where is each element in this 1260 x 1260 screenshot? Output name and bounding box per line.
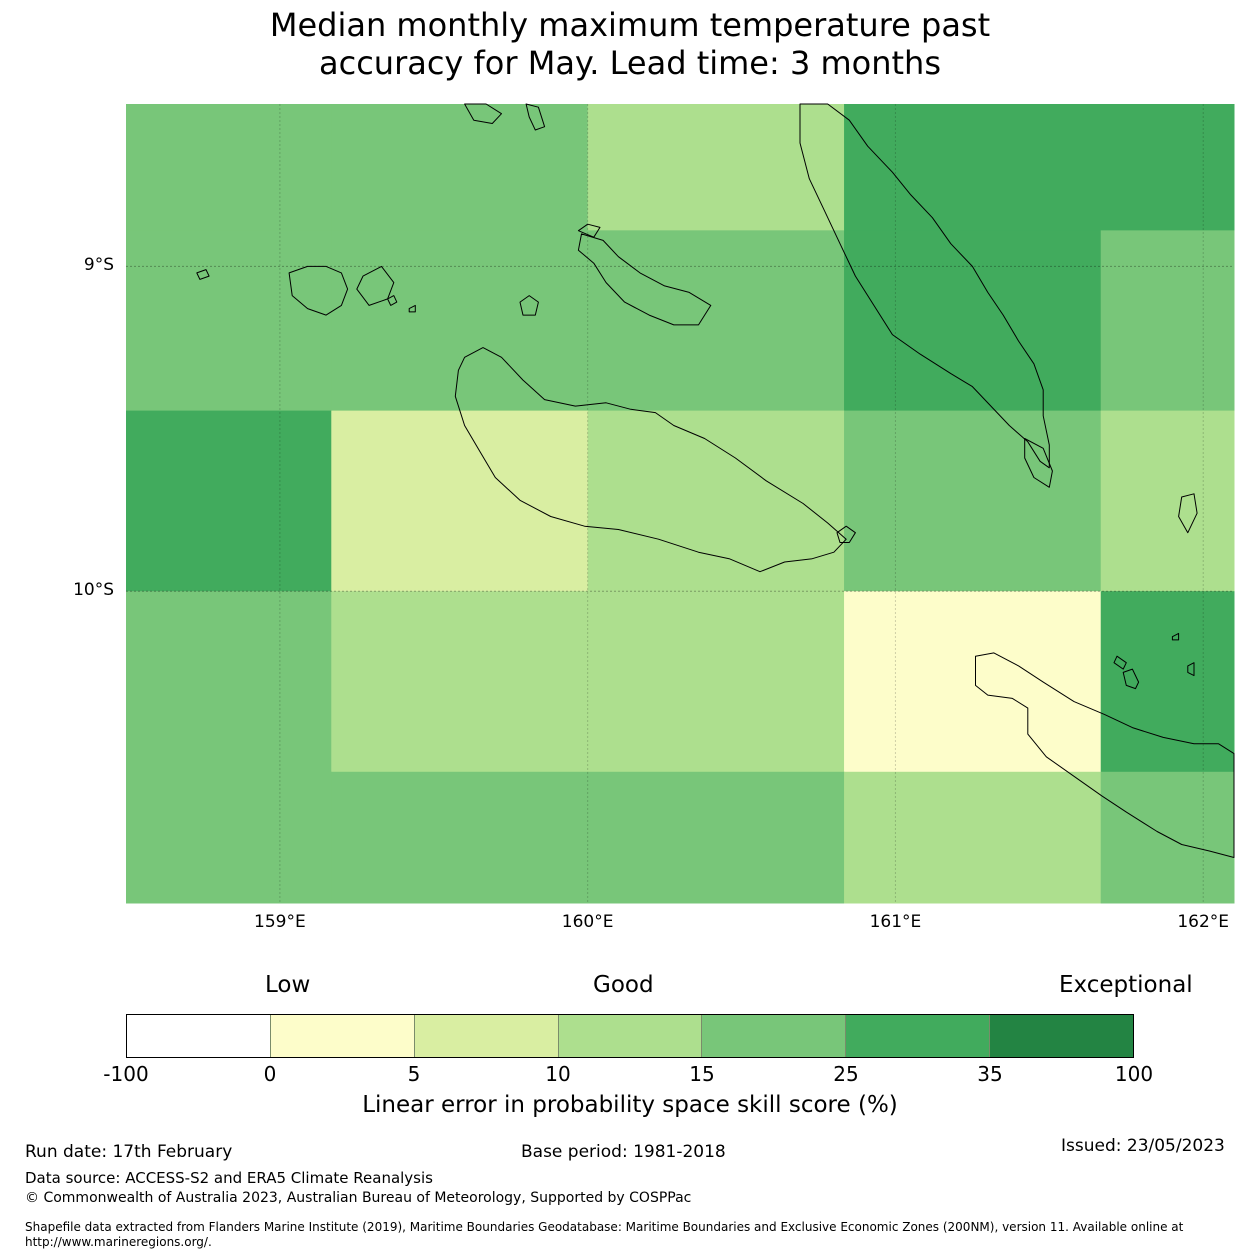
coastline-island: [288, 265, 349, 316]
coastline-island: [1113, 655, 1127, 670]
skill-cell: [587, 104, 845, 231]
longitude-tick-label: 162°E: [1177, 912, 1230, 932]
coastline-island: [525, 103, 546, 131]
coastline-island: [577, 223, 601, 238]
latitude-tick-label: 10°S: [73, 580, 114, 601]
colorbar: [126, 1014, 1134, 1058]
colorbar-tick-label: 5: [407, 1062, 421, 1086]
colorbar-segment: [990, 1015, 1134, 1057]
skill-cell: [331, 104, 589, 231]
colorbar-segment: [127, 1015, 271, 1057]
title-line-1: Median monthly maximum temperature past: [269, 6, 991, 44]
legend-low-label: Low: [265, 972, 311, 998]
legend-good-label: Good: [593, 972, 654, 998]
colorbar-segment: [702, 1015, 847, 1057]
skill-cell: [844, 771, 1102, 904]
coastline-island: [1178, 493, 1198, 534]
shapefile-credit-line-2: http://www.marineregions.org/.: [25, 1235, 212, 1249]
latitude-tick-label: 9°S: [83, 255, 114, 276]
longitude-tick-label: 159°E: [254, 912, 306, 932]
copyright: © Commonwealth of Australia 2023, Austra…: [25, 1190, 692, 1206]
title-line-2: accuracy for May. Lead time: 3 months: [318, 44, 941, 82]
base-period: Base period: 1981-2018: [521, 1142, 726, 1162]
colorbar-segment: [270, 1015, 415, 1057]
coastline-island: [799, 103, 1050, 469]
legend-exceptional-label: Exceptional: [1059, 972, 1193, 998]
coastline-island: [1187, 662, 1195, 677]
skill-cell: [126, 230, 332, 412]
colorbar-segment: [558, 1015, 703, 1057]
skill-cell: [587, 230, 845, 412]
skill-cell: [1100, 410, 1235, 592]
colorbar-tick-label: 0: [263, 1062, 277, 1086]
skill-cell: [331, 591, 589, 773]
data-source: Data source: ACCESS-S2 and ERA5 Climate …: [25, 1169, 433, 1187]
skill-cell: [331, 230, 589, 412]
coastline-island: [519, 295, 539, 316]
colorbar-tick-label: 100: [1114, 1062, 1154, 1086]
skill-cell: [844, 104, 1102, 231]
skill-cell: [587, 410, 845, 592]
colorbar-label: Linear error in probability space skill …: [362, 1092, 898, 1118]
coastline-island: [387, 295, 398, 306]
longitude-tick-label: 161°E: [869, 912, 922, 932]
coastline-island: [408, 304, 416, 313]
coastline-island: [1024, 438, 1053, 488]
colorbar-tick-label: 10: [545, 1062, 571, 1086]
skill-cell: [587, 771, 845, 904]
colorbar-tick-label: 15: [689, 1062, 715, 1086]
run-date: Run date: 17th February: [25, 1142, 233, 1162]
colorbar-tick-label: -100: [103, 1062, 149, 1086]
skill-cell: [126, 410, 332, 592]
coastlines: [196, 103, 1235, 858]
skill-cell: [126, 771, 332, 904]
skill-grid: [126, 104, 1235, 904]
coastline-island: [464, 103, 502, 124]
colorbar-segment: [846, 1015, 991, 1057]
coastline-island: [454, 347, 847, 573]
coastline-island: [836, 525, 856, 543]
issued-date: Issued: 23/05/2023: [1061, 1136, 1225, 1156]
longitude-tick-label: 160°E: [561, 912, 614, 932]
skill-cell: [1100, 591, 1235, 773]
skill-cell: [587, 591, 845, 773]
skill-cell: [331, 771, 589, 904]
coastline-island: [1122, 668, 1140, 690]
shapefile-credit-line-1: Shapefile data extracted from Flanders M…: [25, 1220, 1184, 1234]
colorbar-segment: [414, 1015, 559, 1057]
coastline-island: [196, 269, 210, 280]
skill-cell: [126, 591, 332, 773]
skill-cell: [844, 410, 1102, 592]
colorbar-tick-label: 25: [833, 1062, 859, 1086]
skill-cell: [1100, 230, 1235, 412]
skill-cell: [844, 591, 1102, 773]
coastline-island: [975, 652, 1235, 858]
skill-cell: [1100, 104, 1235, 231]
colorbar-tick-label: 35: [977, 1062, 1003, 1086]
skill-cell: [331, 410, 589, 592]
skill-cell: [1100, 771, 1235, 904]
chart-title: Median monthly maximum temperature past …: [0, 6, 1260, 82]
skill-cell: [126, 104, 332, 231]
coastline-island: [577, 233, 712, 326]
coastline-island: [1171, 632, 1180, 641]
skill-cell: [844, 230, 1102, 412]
